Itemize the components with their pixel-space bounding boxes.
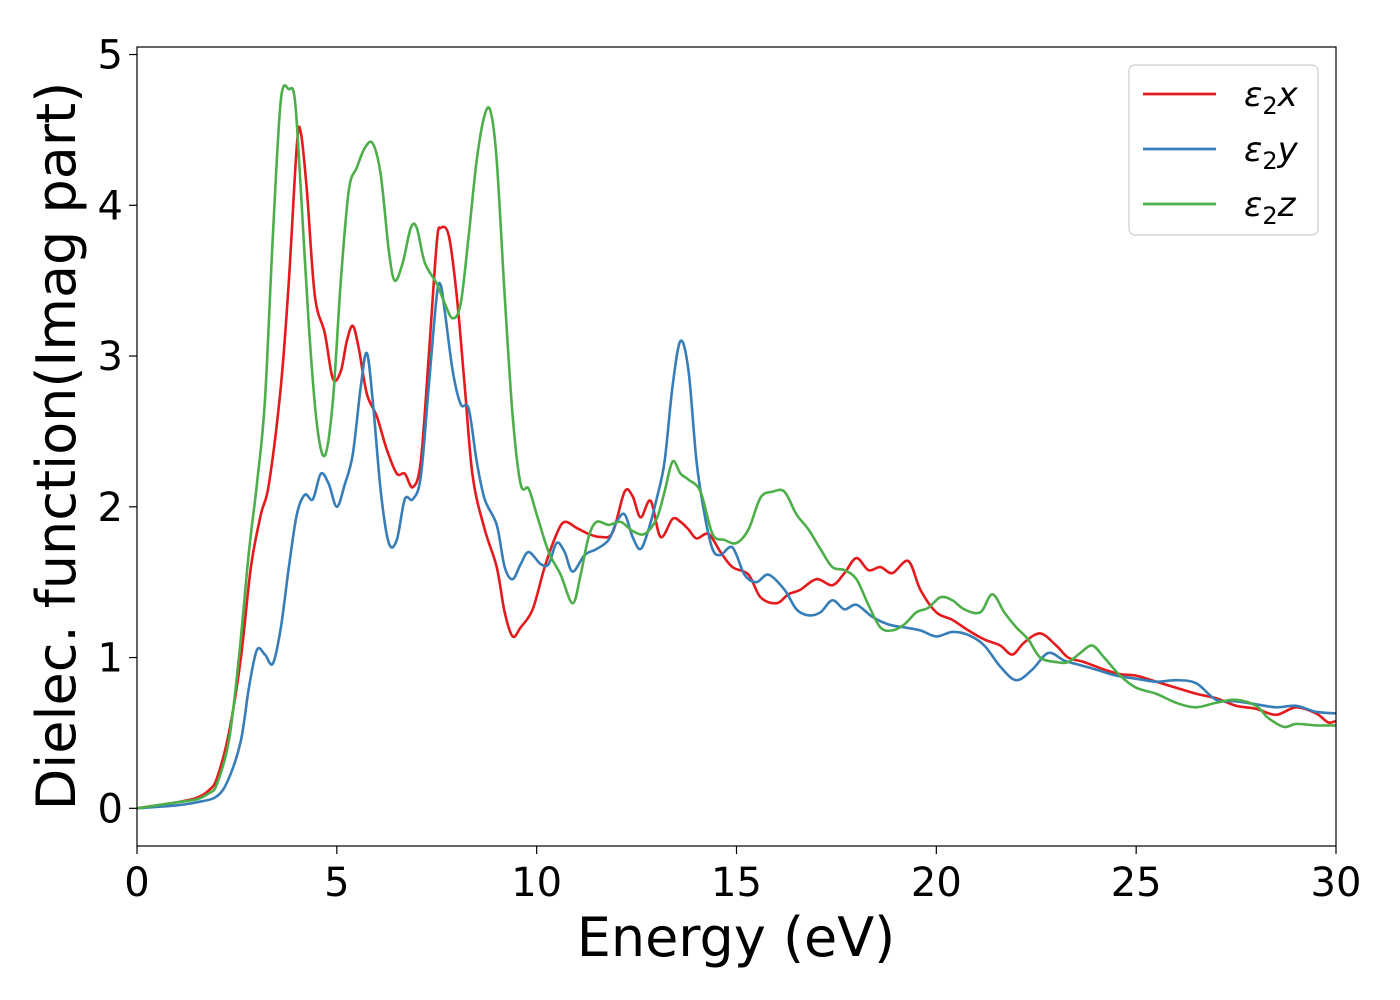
legend-items: ε2x ε2y ε2z xyxy=(1143,75,1299,230)
x-tick-label: 0 xyxy=(124,860,149,906)
series-line-z xyxy=(137,84,1336,810)
y-axis-ticks: 0 1 2 3 4 5 xyxy=(98,33,137,832)
y-tick-label: 4 xyxy=(98,183,123,229)
x-tick-label: 20 xyxy=(911,860,962,906)
x-tick-label: 15 xyxy=(711,860,762,906)
x-tick-label: 30 xyxy=(1311,860,1362,906)
legend-box xyxy=(1128,64,1319,236)
legend-label-y: ε2y xyxy=(1244,130,1299,175)
y-axis-title: Dielec. function(Imag part) xyxy=(25,82,88,811)
series-layer xyxy=(137,84,1336,810)
x-tick-label: 25 xyxy=(1111,860,1162,906)
legend-label-x: ε2x xyxy=(1244,75,1299,120)
legend: ε2x ε2y ε2z xyxy=(1128,64,1319,236)
x-tick-label: 5 xyxy=(324,860,349,906)
x-tick-label: 10 xyxy=(511,860,562,906)
y-tick-label: 1 xyxy=(98,636,123,682)
y-tick-label: 5 xyxy=(98,33,123,79)
y-tick-label: 2 xyxy=(98,485,123,531)
y-tick-label: 3 xyxy=(98,334,123,380)
x-axis-ticks: 0 5 10 15 20 25 30 xyxy=(124,846,1361,906)
x-axis-title: Energy (eV) xyxy=(577,906,896,969)
y-tick-label: 0 xyxy=(98,786,123,832)
legend-label-z: ε2z xyxy=(1244,185,1297,230)
